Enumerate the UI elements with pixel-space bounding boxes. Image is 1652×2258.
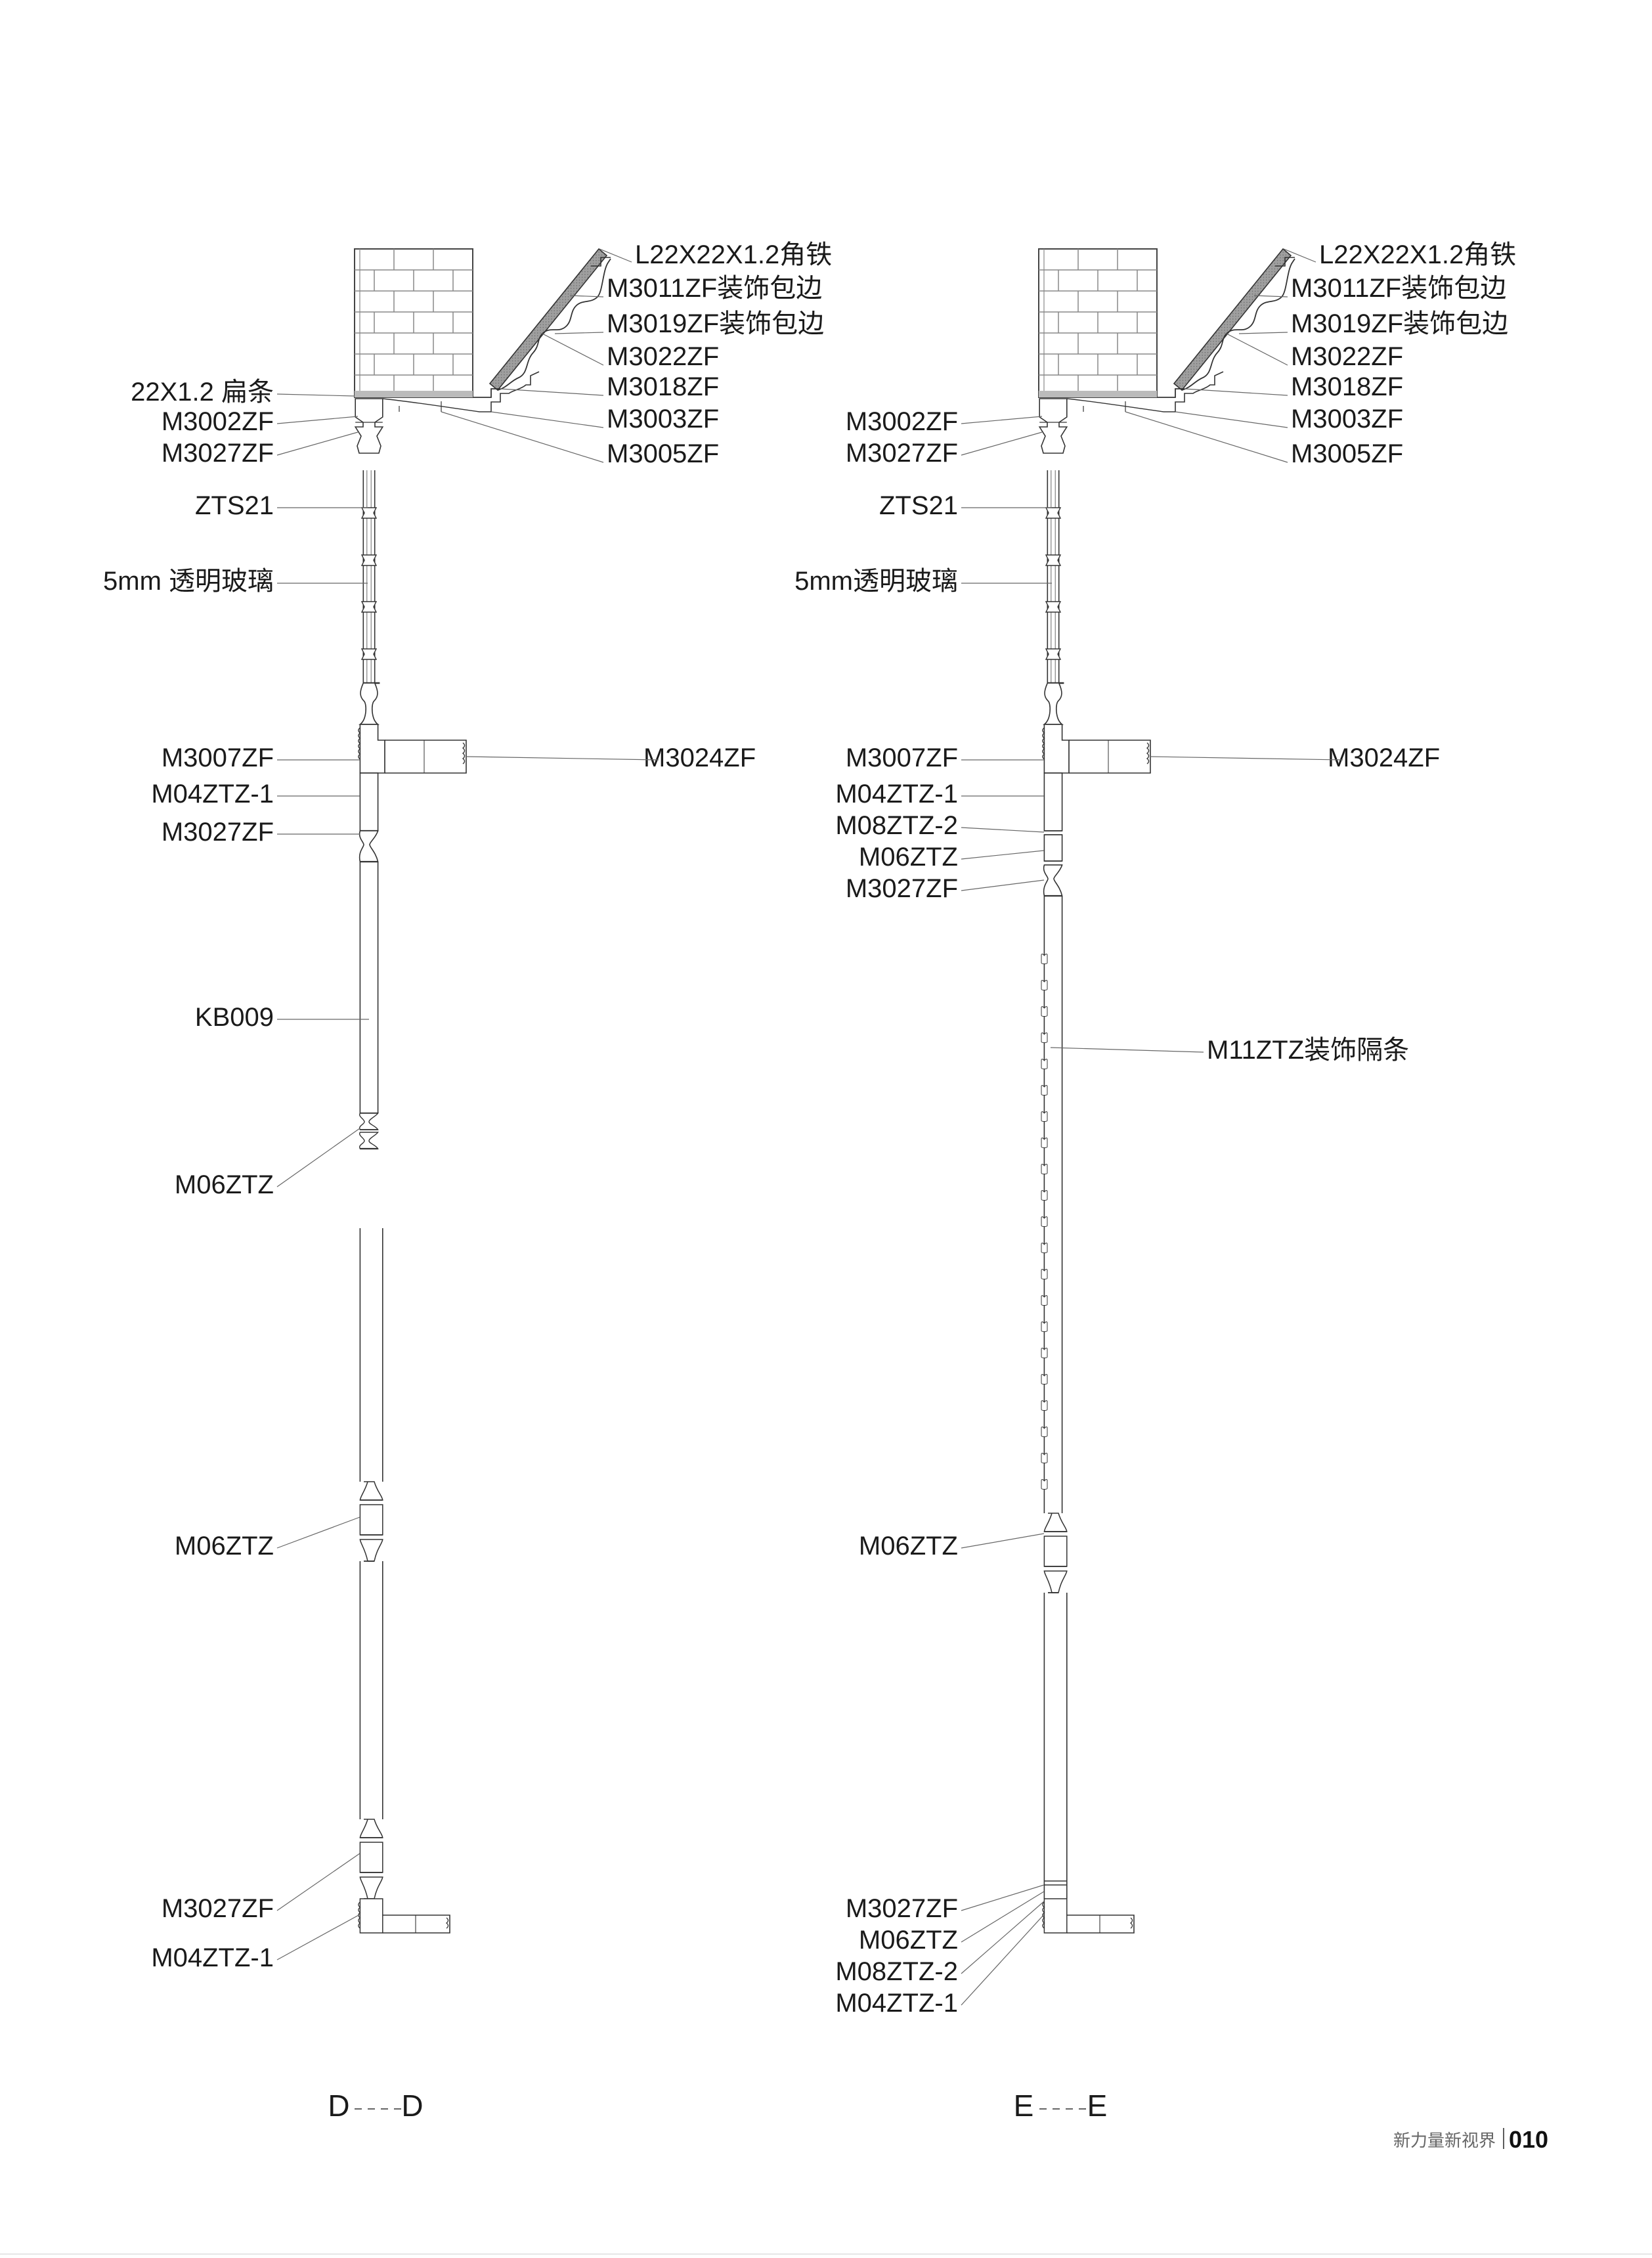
svg-text:M3011ZF装饰包边: M3011ZF装饰包边 <box>1291 274 1506 303</box>
svg-text:M3019ZF装饰包边: M3019ZF装饰包边 <box>607 309 824 338</box>
svg-text:M08ZTZ-2: M08ZTZ-2 <box>835 1957 958 1986</box>
svg-text:M3022ZF: M3022ZF <box>607 342 719 371</box>
svg-text:M3007ZF: M3007ZF <box>846 743 958 772</box>
svg-text:M06ZTZ: M06ZTZ <box>859 843 958 872</box>
svg-text:M3027ZF: M3027ZF <box>846 874 958 903</box>
svg-text:D: D <box>328 2089 349 2123</box>
svg-text:M3024ZF: M3024ZF <box>643 743 756 772</box>
svg-text:L22X22X1.2角铁: L22X22X1.2角铁 <box>635 240 832 269</box>
svg-text:M04ZTZ-1: M04ZTZ-1 <box>151 780 274 808</box>
svg-text:M06ZTZ: M06ZTZ <box>175 1532 274 1561</box>
svg-text:M04ZTZ-1: M04ZTZ-1 <box>835 780 958 808</box>
svg-text:M3027ZF: M3027ZF <box>162 439 274 468</box>
svg-text:M3019ZF装饰包边: M3019ZF装饰包边 <box>1291 309 1508 338</box>
svg-text:M06ZTZ: M06ZTZ <box>859 1532 958 1561</box>
svg-text:M3027ZF: M3027ZF <box>846 1894 958 1923</box>
svg-text:E: E <box>1087 2089 1108 2123</box>
svg-text:M3027ZF: M3027ZF <box>846 439 958 468</box>
svg-text:5mm 透明玻璃: 5mm 透明玻璃 <box>103 567 274 596</box>
svg-text:新力量新视界: 新力量新视界 <box>1393 2131 1496 2150</box>
svg-text:M3003ZF: M3003ZF <box>607 405 719 433</box>
svg-text:M3002ZF: M3002ZF <box>846 407 958 436</box>
svg-text:M3027ZF: M3027ZF <box>162 818 274 847</box>
svg-text:M11ZTZ装饰隔条: M11ZTZ装饰隔条 <box>1207 1036 1409 1065</box>
svg-text:M08ZTZ-2: M08ZTZ-2 <box>835 811 958 840</box>
svg-text:L22X22X1.2角铁: L22X22X1.2角铁 <box>1319 240 1516 269</box>
svg-text:M06ZTZ: M06ZTZ <box>175 1170 274 1199</box>
svg-text:ZTS21: ZTS21 <box>879 491 958 520</box>
svg-text:010: 010 <box>1509 2126 1548 2153</box>
svg-text:M3018ZF: M3018ZF <box>1291 372 1403 401</box>
svg-text:M3024ZF: M3024ZF <box>1328 743 1440 772</box>
svg-text:M04ZTZ-1: M04ZTZ-1 <box>151 1943 274 1972</box>
svg-text:M3007ZF: M3007ZF <box>162 743 274 772</box>
svg-text:22X1.2 扁条: 22X1.2 扁条 <box>131 378 274 407</box>
svg-text:M3022ZF: M3022ZF <box>1291 342 1403 371</box>
svg-text:KB009: KB009 <box>195 1003 274 1032</box>
svg-text:M3003ZF: M3003ZF <box>1291 405 1403 433</box>
svg-text:D: D <box>401 2089 423 2123</box>
svg-text:M04ZTZ-1: M04ZTZ-1 <box>835 1989 958 2018</box>
svg-text:M06ZTZ: M06ZTZ <box>859 1926 958 1955</box>
svg-text:M3011ZF装饰包边: M3011ZF装饰包边 <box>607 274 822 303</box>
svg-text:M3005ZF: M3005ZF <box>1291 439 1403 468</box>
svg-text:M3002ZF: M3002ZF <box>162 407 274 436</box>
svg-text:ZTS21: ZTS21 <box>195 491 274 520</box>
svg-text:M3027ZF: M3027ZF <box>162 1894 274 1923</box>
svg-text:5mm透明玻璃: 5mm透明玻璃 <box>794 567 958 596</box>
svg-text:M3018ZF: M3018ZF <box>607 372 719 401</box>
svg-text:E: E <box>1014 2089 1034 2123</box>
svg-text:M3005ZF: M3005ZF <box>607 439 719 468</box>
